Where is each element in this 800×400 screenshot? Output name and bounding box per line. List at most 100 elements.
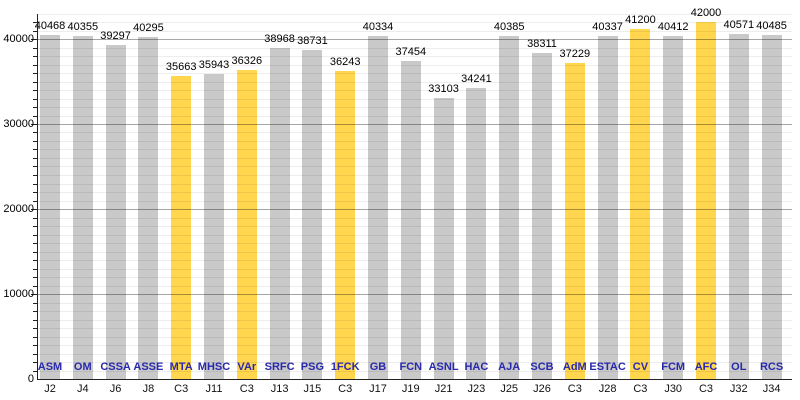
bar-value-label: 40295 [133, 21, 164, 34]
team-label: ESTAC [589, 361, 626, 373]
y-axis-minor-tick [33, 371, 37, 372]
bar-value-label: 40334 [362, 21, 394, 34]
bar [499, 35, 520, 379]
bar-value-label: 39297 [100, 30, 131, 42]
bar [400, 60, 421, 379]
bar-value-label: 38968 [264, 32, 295, 45]
y-axis-minor-tick [33, 184, 37, 185]
gridline-minor [38, 141, 792, 142]
gridline-minor [38, 90, 792, 91]
matchday-label: J28 [598, 383, 617, 395]
y-axis-minor-tick [33, 320, 37, 321]
y-axis-major-tick [31, 209, 37, 210]
bar-value-label: 35943 [198, 58, 230, 71]
bar [696, 22, 716, 379]
bar [302, 49, 323, 379]
gridline-minor [38, 260, 792, 261]
gridline-minor [38, 14, 792, 15]
y-axis-major-tick [31, 39, 37, 40]
y-axis-minor-tick [33, 99, 37, 100]
team-label: AdM [562, 361, 587, 373]
gridline-minor [38, 243, 792, 244]
y-axis-minor-tick [33, 277, 37, 278]
y-axis-minor-tick [33, 260, 37, 261]
matchday-label: J26 [533, 383, 551, 395]
y-axis-minor-tick [33, 243, 37, 244]
gridline-minor [38, 269, 792, 270]
y-axis-minor-tick [33, 235, 37, 236]
gridline-minor [38, 158, 792, 159]
team-label: VAr [237, 361, 257, 373]
bar [728, 34, 749, 379]
matchday-label: J15 [303, 383, 322, 395]
gridline-minor [38, 149, 792, 150]
bar-value-label: 36243 [329, 55, 361, 68]
y-axis-minor-tick [33, 90, 37, 91]
team-label: ASSE [133, 361, 164, 373]
bar-value-label: 40385 [493, 20, 525, 33]
y-axis-minor-tick [33, 48, 37, 49]
y-axis-minor-tick [33, 166, 37, 167]
team-label: FCN [399, 361, 423, 373]
gridline-minor [38, 192, 792, 193]
matchday-label: J30 [664, 383, 683, 395]
y-axis-minor-tick [33, 354, 37, 355]
y-axis-minor-tick [33, 252, 37, 253]
matchday-label: C3 [633, 383, 648, 395]
gridline-minor [38, 337, 792, 338]
y-axis-minor-tick [33, 149, 37, 150]
gridline-minor [38, 73, 792, 74]
y-axis-minor-tick [33, 141, 37, 142]
matchday-label: J4 [76, 383, 89, 395]
bar-value-label: 41200 [625, 13, 656, 26]
gridline-minor [38, 31, 792, 32]
team-label: CV [632, 361, 649, 373]
y-axis-minor-tick [33, 218, 37, 219]
bar-value-label: 33103 [428, 82, 459, 95]
bar [564, 62, 585, 379]
matchday-label: C3 [239, 383, 254, 395]
team-label: MTA [169, 361, 193, 373]
y-axis-minor-tick [33, 158, 37, 159]
y-axis-minor-tick [33, 175, 37, 176]
bar [433, 97, 454, 379]
matchday-label: J21 [434, 383, 453, 395]
matchday-label: J11 [205, 383, 223, 395]
y-axis-minor-tick [33, 22, 37, 23]
y-axis-major-tick [31, 124, 37, 125]
gridline-minor [38, 303, 792, 304]
bar [630, 28, 651, 379]
bar [466, 88, 487, 379]
team-label: MHSC [197, 361, 231, 373]
y-axis-minor-tick [33, 132, 37, 133]
y-axis-minor-tick [33, 107, 37, 108]
y-axis-minor-tick [33, 345, 37, 346]
bar-value-label: 42000 [690, 7, 722, 19]
bar [171, 75, 192, 379]
bar-value-label: 36326 [231, 55, 263, 68]
y-axis-minor-tick [33, 65, 37, 66]
gridline-minor [38, 166, 792, 167]
bar-value-label: 37229 [559, 47, 591, 60]
gridline-minor [38, 132, 792, 133]
bar-value-label: 40355 [67, 21, 99, 33]
y-axis-minor-tick [33, 116, 37, 117]
team-label: FCM [661, 361, 686, 373]
gridline-minor [38, 116, 792, 117]
y-axis-minor-tick [33, 82, 37, 83]
y-axis-tick-label: 30000 [3, 118, 34, 130]
bar-value-label: 40485 [756, 19, 787, 32]
bar [597, 36, 618, 379]
gridline-minor [38, 345, 792, 346]
y-axis-minor-tick [33, 226, 37, 227]
gridline-minor [38, 277, 792, 278]
team-label: SRFC [264, 361, 295, 373]
bar [761, 34, 782, 379]
bar-value-label: 40337 [592, 21, 623, 34]
gridline-minor [38, 201, 792, 202]
team-label: PSG [300, 361, 324, 373]
bar [105, 45, 126, 379]
